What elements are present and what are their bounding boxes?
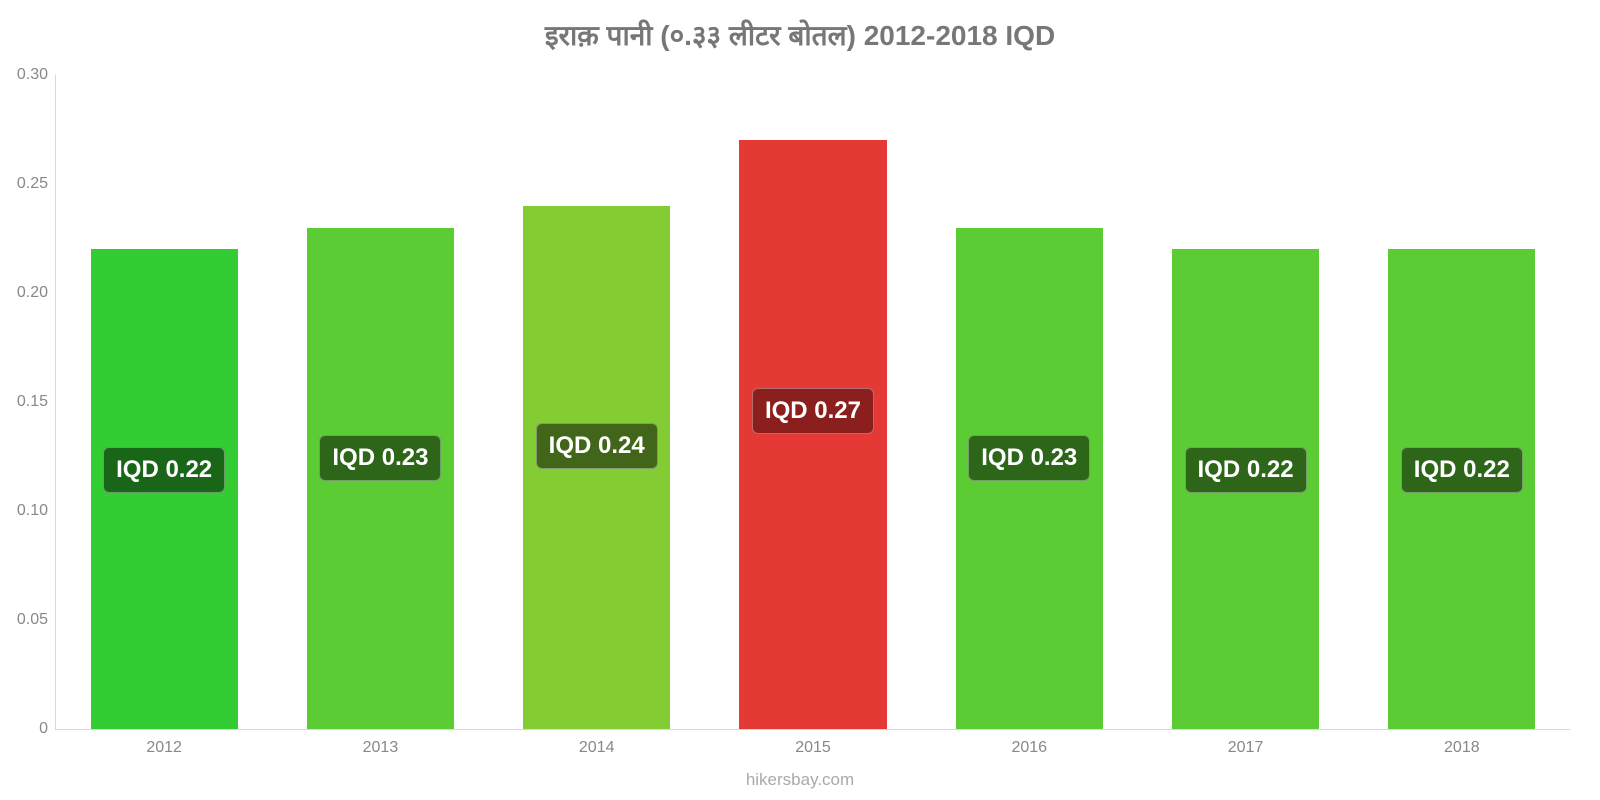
bar: IQD 0.23 (307, 228, 454, 729)
bar-value-label: IQD 0.23 (319, 435, 441, 481)
bar-value-label: IQD 0.22 (1401, 447, 1523, 493)
ytick-label: 0.05 (17, 611, 56, 629)
bar-slot: IQD 0.242014 (489, 75, 705, 729)
bar-value-label: IQD 0.27 (752, 388, 874, 434)
xtick-label: 2016 (1011, 729, 1047, 757)
xtick-label: 2018 (1444, 729, 1480, 757)
bar-slot: IQD 0.222012 (56, 75, 272, 729)
ytick-label: 0.25 (17, 175, 56, 193)
ytick-label: 0.20 (17, 284, 56, 302)
xtick-label: 2013 (363, 729, 399, 757)
bar: IQD 0.23 (956, 228, 1103, 729)
bar-value-label: IQD 0.24 (536, 423, 658, 469)
bar-slot: IQD 0.272015 (705, 75, 921, 729)
chart-footer: hikersbay.com (0, 770, 1600, 790)
bar-slot: IQD 0.232016 (921, 75, 1137, 729)
xtick-label: 2017 (1228, 729, 1264, 757)
chart-title: इराक़ पानी (०.३३ लीटर बोतल) 2012-2018 IQ… (0, 0, 1600, 54)
ytick-label: 0.10 (17, 502, 56, 520)
ytick-label: 0.30 (17, 66, 56, 84)
bars-container: IQD 0.222012IQD 0.232013IQD 0.242014IQD … (56, 75, 1570, 729)
bar: IQD 0.22 (1388, 249, 1535, 729)
bar-value-label: IQD 0.22 (1185, 447, 1307, 493)
xtick-label: 2014 (579, 729, 615, 757)
bar: IQD 0.27 (739, 140, 886, 729)
bar-slot: IQD 0.222018 (1354, 75, 1570, 729)
bar: IQD 0.24 (523, 206, 670, 729)
bar-slot: IQD 0.222017 (1137, 75, 1353, 729)
bar: IQD 0.22 (91, 249, 238, 729)
xtick-label: 2015 (795, 729, 831, 757)
bar-slot: IQD 0.232013 (272, 75, 488, 729)
ytick-label: 0.15 (17, 393, 56, 411)
xtick-label: 2012 (146, 729, 182, 757)
bar: IQD 0.22 (1172, 249, 1319, 729)
plot-area: 00.050.100.150.200.250.30 IQD 0.222012IQ… (55, 75, 1570, 730)
bar-value-label: IQD 0.23 (968, 435, 1090, 481)
price-chart: इराक़ पानी (०.३३ लीटर बोतल) 2012-2018 IQ… (0, 0, 1600, 800)
ytick-label: 0 (39, 720, 56, 738)
bar-value-label: IQD 0.22 (103, 447, 225, 493)
